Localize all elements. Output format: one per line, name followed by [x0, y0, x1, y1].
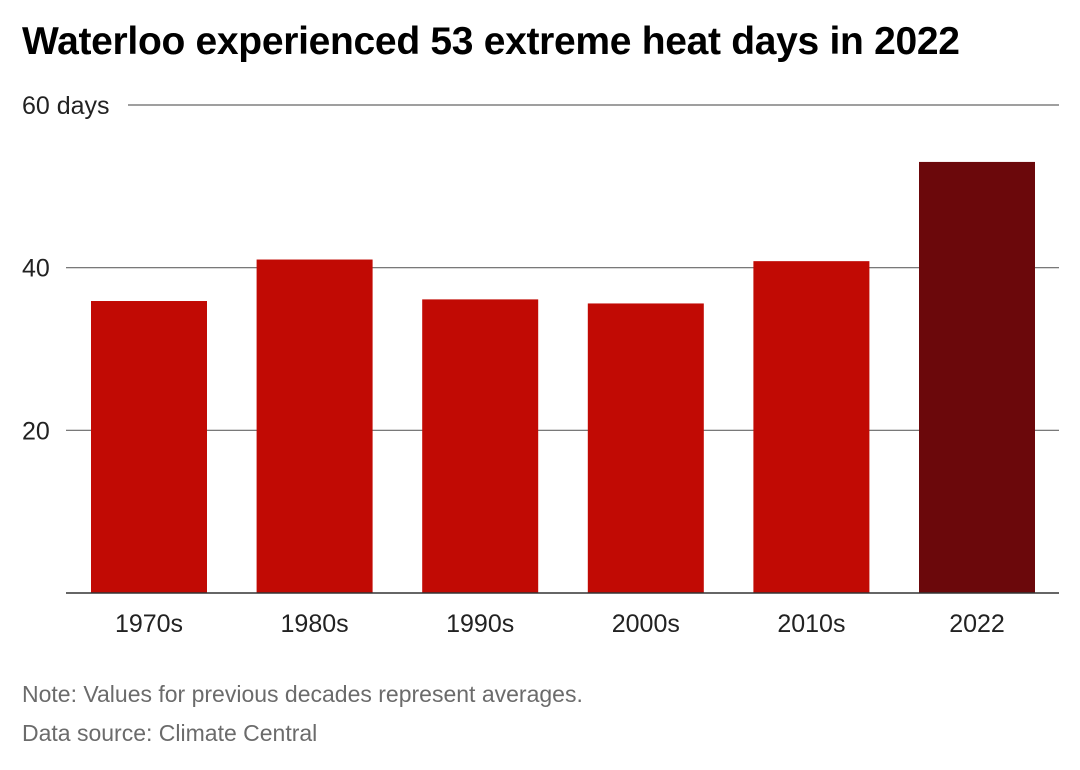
y-tick-label: 60 days	[22, 92, 110, 120]
chart-note: Note: Values for previous decades repres…	[22, 681, 583, 707]
y-tick-label: 20	[22, 417, 50, 445]
gridlines	[66, 104, 1059, 431]
chart-title: Waterloo experienced 53 extreme heat day…	[22, 20, 960, 63]
x-tick-label: 1970s	[115, 610, 183, 638]
x-tick-label: 1980s	[281, 610, 349, 638]
bar-2022	[919, 161, 1035, 593]
x-tick-label: 2010s	[777, 610, 845, 638]
bars	[91, 161, 1035, 593]
y-tick-label: 40	[22, 255, 50, 283]
x-tick-label: 2000s	[612, 610, 680, 638]
bar-2000s	[587, 303, 704, 593]
x-tick-label: 1990s	[446, 610, 514, 638]
bar-2010s	[753, 261, 870, 593]
bar-1970s	[91, 301, 207, 593]
axes: 20 40 60 days 1970s 1980s 1990s 2000s 2010s 2022	[22, 92, 1059, 638]
bar-1990s	[422, 299, 539, 593]
data-source: Data source: Climate Central	[22, 720, 318, 746]
bar-1980s	[256, 259, 373, 593]
x-tick-label: 2022	[949, 610, 1005, 638]
